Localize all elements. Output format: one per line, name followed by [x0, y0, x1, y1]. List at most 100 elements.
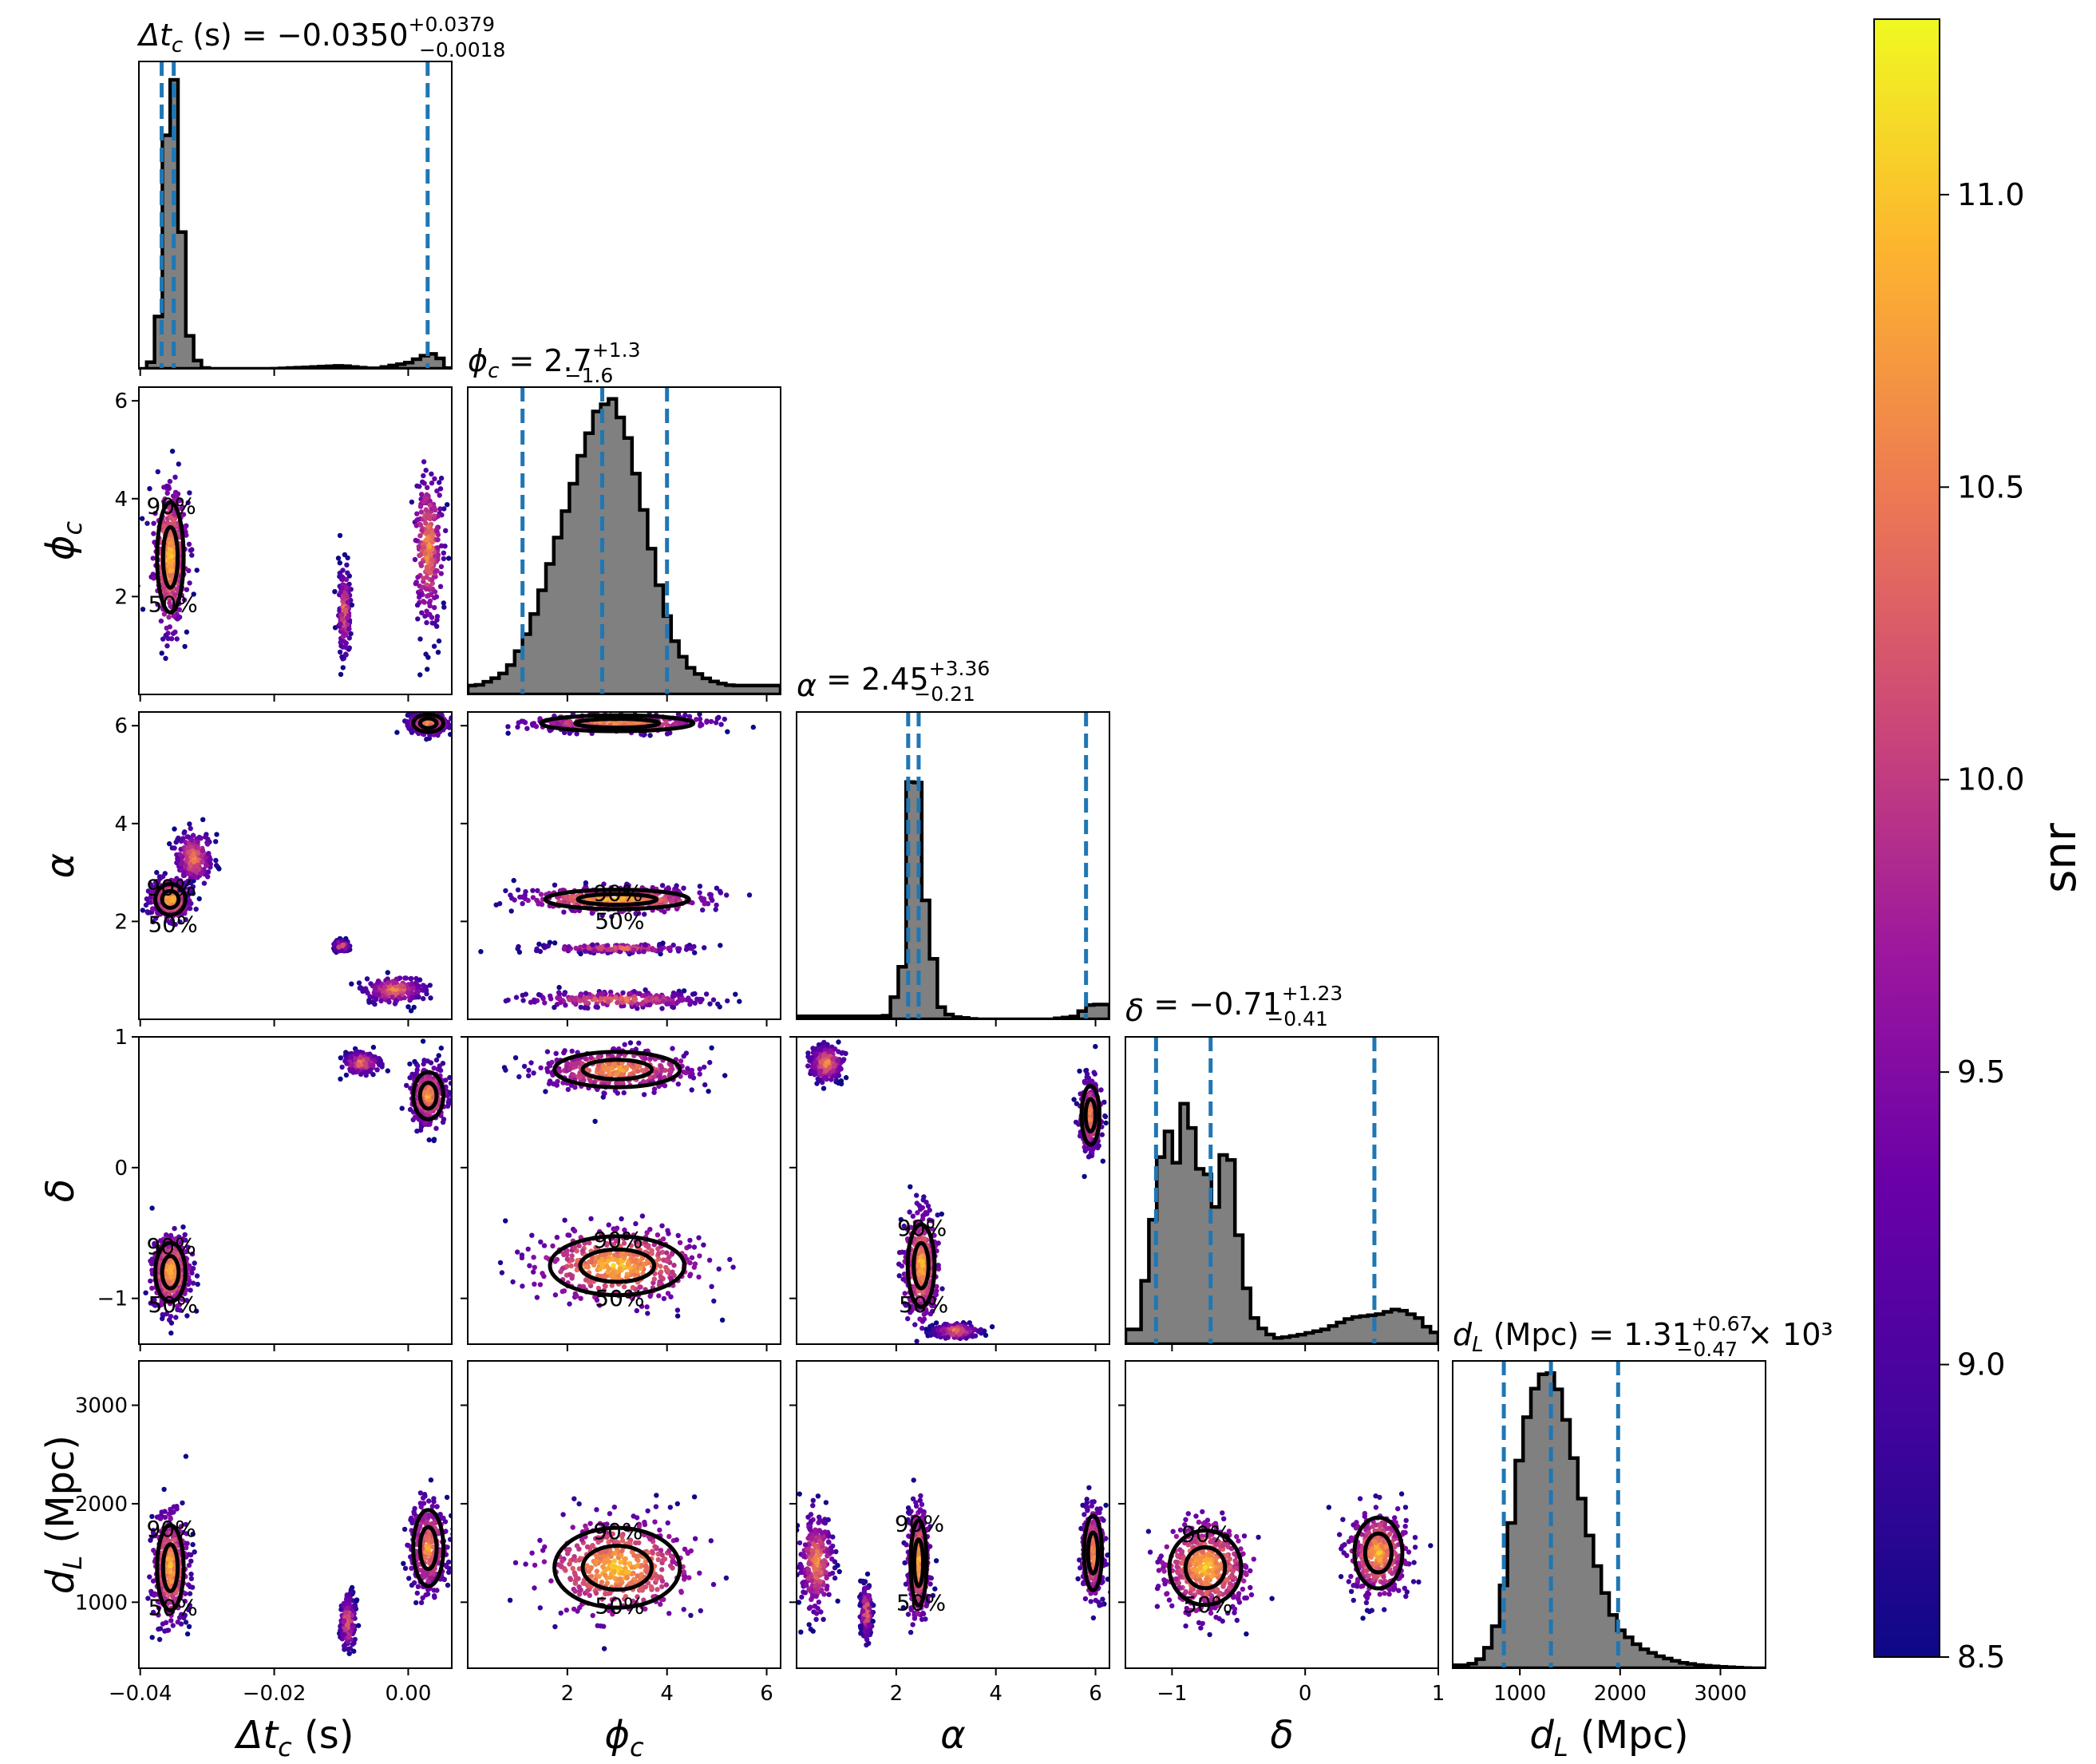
scatter-point: [339, 616, 345, 623]
scatter-point: [414, 517, 420, 523]
scatter-point: [190, 833, 196, 838]
scatter-point: [531, 1255, 536, 1260]
scatter-point: [633, 1239, 639, 1244]
scatter-point: [161, 587, 167, 594]
scatter-point: [345, 555, 350, 561]
scatter-point: [422, 613, 428, 619]
scatter-point: [520, 998, 526, 1003]
scatter-point: [426, 1137, 432, 1143]
scatter-point: [556, 984, 562, 991]
scatter-point: [435, 513, 441, 519]
scatter-point: [204, 863, 210, 868]
scatter-point: [433, 594, 440, 599]
scatter-point: [534, 1295, 540, 1300]
scatter-point: [574, 731, 579, 737]
scatter-point: [417, 522, 424, 528]
scatter-point: [370, 1044, 377, 1050]
scatter-point: [168, 1330, 174, 1336]
scatter-point: [622, 1227, 627, 1233]
scatter-point: [339, 585, 346, 591]
scatter-point: [513, 995, 520, 1000]
scatter-point: [416, 544, 421, 550]
scatter-point: [633, 911, 639, 916]
scatter-point: [172, 845, 177, 851]
scatter-point: [154, 869, 160, 876]
scatter-point: [168, 1248, 174, 1253]
hist-panel-phi: ϕc = 2.7+1.3 −1.6: [467, 338, 781, 702]
scatter-point: [412, 556, 418, 563]
scatter-panel-delta-vs-phi: 90%50%: [461, 1036, 781, 1351]
scatter-point: [702, 901, 707, 907]
scatter-point: [151, 531, 156, 536]
scatter-point: [174, 636, 180, 642]
scatter-point: [520, 900, 525, 907]
scatter-point: [396, 995, 402, 1000]
scatter-point: [710, 997, 717, 1003]
scatter-point: [561, 909, 567, 915]
scatter-point: [599, 991, 605, 997]
scatter-point: [214, 863, 219, 868]
scatter-point: [569, 1253, 575, 1259]
scatter-point: [200, 859, 205, 865]
scatter-point: [541, 1243, 548, 1248]
scatter-point: [355, 1068, 361, 1074]
scatter-point: [692, 1000, 698, 1006]
scatter-point: [436, 638, 442, 644]
scatter-point: [429, 1088, 435, 1094]
scatter-point: [658, 951, 663, 957]
scatter-point: [633, 1220, 639, 1227]
scatter-point: [697, 712, 702, 717]
y-tick-label: 6: [114, 390, 128, 413]
scatter-point: [424, 537, 429, 543]
scatter-point: [437, 506, 443, 512]
panel-title-tc: Δtc (s) = −0.0350+0.0379 −0.0018: [136, 13, 505, 61]
scatter-point: [704, 718, 710, 724]
scatter-point: [416, 995, 421, 1000]
scatter-point: [177, 919, 183, 925]
scatter-point: [337, 560, 342, 566]
scatter-point: [160, 636, 166, 642]
scatter-point: [434, 568, 440, 574]
scatter-point: [697, 890, 702, 896]
scatter-point: [666, 1001, 671, 1007]
scatter-point: [155, 602, 160, 607]
scatter-point: [615, 1269, 620, 1276]
scatter-point: [184, 587, 190, 592]
scatter-point: [617, 949, 623, 955]
scatter-point: [194, 1273, 200, 1279]
contour-50: [160, 888, 181, 910]
scatter-point: [363, 986, 369, 991]
scatter-point: [659, 1006, 665, 1011]
scatter-point: [583, 1277, 589, 1283]
scatter-point: [148, 1278, 153, 1284]
scatter-point: [556, 991, 562, 997]
scatter-point: [702, 945, 707, 951]
panel-frame: [138, 386, 453, 695]
scatter-point: [340, 595, 346, 601]
scatter-point: [184, 1298, 190, 1303]
scatter-point: [539, 901, 545, 908]
scatter-point: [635, 1244, 640, 1250]
scatter-point: [376, 991, 382, 998]
scatter-point: [583, 1000, 590, 1006]
scatter-point: [160, 1315, 165, 1322]
scatter-point: [183, 916, 188, 923]
scatter-point: [516, 943, 521, 950]
contour-90: [411, 712, 446, 734]
scatter-point: [634, 1268, 640, 1275]
scatter-point: [533, 724, 540, 730]
scatter-point: [437, 480, 442, 485]
scatter-point: [164, 643, 170, 649]
scatter-point: [576, 1243, 582, 1249]
scatter-point: [407, 712, 413, 716]
scatter-point: [530, 888, 536, 893]
scatter-point: [421, 473, 426, 479]
scatter-point: [412, 1114, 418, 1120]
scatter-point: [628, 721, 635, 726]
scatter-point: [358, 985, 364, 991]
scatter-point: [424, 529, 429, 536]
scatter-point: [535, 888, 540, 894]
scatter-point: [597, 944, 603, 951]
scatter-point: [687, 1273, 693, 1279]
